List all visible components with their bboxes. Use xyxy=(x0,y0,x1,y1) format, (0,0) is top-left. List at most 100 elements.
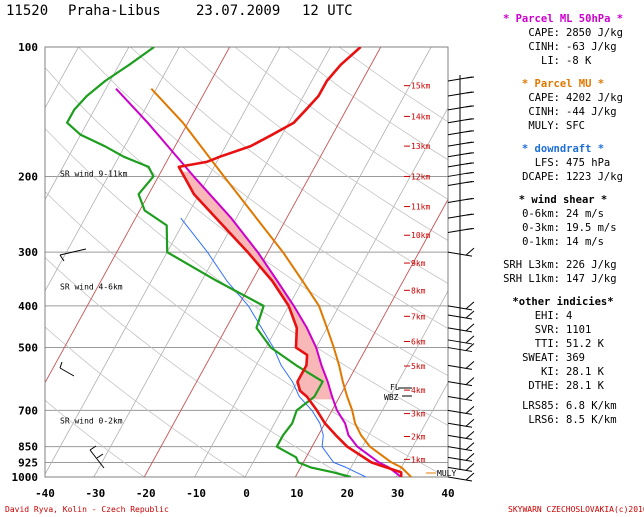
parcel_ml-line xyxy=(115,88,402,477)
x-tick-label: -10 xyxy=(186,487,206,500)
srh-1km: SRH L1km: 147 J/kg xyxy=(503,273,617,285)
isotherm xyxy=(244,107,448,477)
sounding-date: 23.07.2009 xyxy=(196,3,280,19)
axis-labels: -40 -30 -20 -10 0 10 20 30 40 100 200 300 400 500 700 8… xyxy=(12,41,455,500)
wind-barb-feather xyxy=(465,442,475,451)
sr-barb-upper-flag xyxy=(59,254,65,262)
wind-barb-feather xyxy=(465,198,475,201)
wind-barb-feather xyxy=(465,181,475,184)
other-indices-heading: *other indicies* xyxy=(512,296,614,308)
wind-barb-feather xyxy=(465,141,475,144)
sweat: SWEAT: 369 xyxy=(522,352,585,364)
wind-barb-feather xyxy=(465,130,475,133)
annotations: SR wind 9-11km SR wind 4-6km SR wind 0-2km… xyxy=(60,170,456,478)
wind-barb xyxy=(447,476,473,482)
x-tick-label: 10 xyxy=(290,487,303,500)
x-tick-label: 30 xyxy=(391,487,404,500)
height-label: 4km xyxy=(411,386,426,395)
pressure-tick-label: 500 xyxy=(18,342,38,355)
wind-barb-feather xyxy=(465,152,475,155)
wind-barb xyxy=(447,314,473,320)
mu-cape: CAPE: 4202 J/kg xyxy=(528,92,623,104)
ki: KI: 28.1 K xyxy=(541,366,604,378)
parcel-ml-heading: * Parcel ML 50hPa * xyxy=(502,13,624,25)
dry-adiabat xyxy=(130,47,448,284)
isotherm xyxy=(93,47,331,477)
sounding-time: 12 UTC xyxy=(302,3,353,19)
dry-adiabat xyxy=(78,47,448,329)
dry-adiabat xyxy=(182,47,448,241)
height-label: 8km xyxy=(411,286,426,295)
x-tick-label: -40 xyxy=(35,487,55,500)
wind-barb-feather xyxy=(465,452,475,461)
mu-muly: MULY: SFC xyxy=(528,120,585,132)
author-credit: David Ryva, Kolin - Czech Republic xyxy=(5,505,169,514)
wind-barb-feather xyxy=(465,301,475,310)
dry-adiabat xyxy=(45,399,145,477)
height-label: 10km xyxy=(411,231,430,240)
isotherm xyxy=(45,47,130,201)
wind-barb xyxy=(447,339,473,345)
station-name: Praha-Libus xyxy=(68,3,161,19)
lrs85: LRS85: 6.8 K/km xyxy=(522,400,617,412)
x-tick-label: 20 xyxy=(341,487,354,500)
lfs: LFS: 475 hPa xyxy=(534,157,611,169)
height-label: 7km xyxy=(411,312,426,321)
pressure-tick-label: 1000 xyxy=(12,471,39,484)
wind-barb xyxy=(447,466,473,472)
wind-barb-feather xyxy=(465,171,475,174)
shear-0-3: 0-3km: 19.5 m/s xyxy=(522,222,617,234)
ml-li: LI: -8 K xyxy=(541,55,592,67)
wind-barb-feather xyxy=(465,323,475,332)
wind-barb-feather xyxy=(465,105,475,108)
pressure-tick-label: 850 xyxy=(18,441,38,454)
isotherm xyxy=(45,47,281,476)
dewpoint-line xyxy=(65,47,352,477)
cape-area xyxy=(181,171,334,400)
dthe: DTHE: 28.1 K xyxy=(528,380,604,392)
height-label: 15km xyxy=(411,82,430,91)
wind-barb-feather xyxy=(465,418,475,427)
pressure-tick-label: 200 xyxy=(18,170,38,183)
isotherm xyxy=(45,47,180,292)
sr-barb-lower-flag2 xyxy=(96,453,104,459)
wind-barb-feather xyxy=(465,76,475,79)
wind-barb xyxy=(447,422,473,428)
wind-barb-feather xyxy=(465,91,475,94)
height-label: 2km xyxy=(411,432,426,441)
freezing-level-label: FL xyxy=(390,383,400,392)
isotherm xyxy=(345,290,448,477)
wind-barb xyxy=(447,409,473,415)
wind-barb-feather xyxy=(465,310,475,319)
height-label: 11km xyxy=(411,203,430,212)
wind-barb-feather xyxy=(465,463,475,471)
wind-barb-feather xyxy=(465,392,475,400)
dry-adiabat xyxy=(45,190,447,477)
wetbulb-line xyxy=(180,217,367,477)
wind-barb xyxy=(447,251,473,257)
height-label: 14km xyxy=(411,112,430,121)
isotherm xyxy=(194,47,432,477)
temperature-line xyxy=(177,47,403,477)
wind-barb-feather xyxy=(465,343,475,351)
wind-barb-feather xyxy=(465,377,475,385)
wind-barb xyxy=(447,446,473,452)
reference-line xyxy=(45,47,230,384)
profile-lines xyxy=(65,47,412,477)
ml-cinh: CINH: -63 J/kg xyxy=(528,41,617,53)
wind-barb-feather xyxy=(465,247,475,256)
cape-shading xyxy=(181,171,334,400)
wind-barb xyxy=(447,347,473,353)
dcape: DCAPE: 1223 J/kg xyxy=(522,171,623,183)
x-tick-label: -30 xyxy=(85,487,105,500)
parcel-mu-heading: * Parcel MU * xyxy=(521,78,605,90)
downdraft-heading: * downdraft * xyxy=(521,143,605,155)
pressure-tick-label: 700 xyxy=(18,404,38,417)
wind-shear-heading: * wind shear * xyxy=(518,194,608,206)
svr: SVR: 1101 xyxy=(534,324,592,336)
height-label: 12km xyxy=(411,172,430,181)
plot-frame xyxy=(44,46,449,478)
wind-barb-feather xyxy=(465,472,475,481)
sr-barb-lower-flag xyxy=(89,445,97,451)
